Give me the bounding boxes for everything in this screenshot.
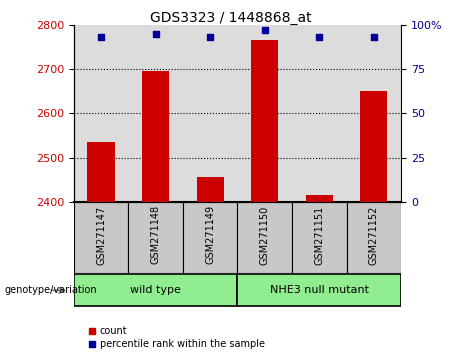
Bar <box>74 202 128 273</box>
Text: GSM271151: GSM271151 <box>314 205 324 264</box>
Point <box>315 34 323 40</box>
Point <box>207 34 214 40</box>
Text: genotype/variation: genotype/variation <box>5 285 97 295</box>
Text: GSM271148: GSM271148 <box>151 205 160 264</box>
Bar <box>88 142 115 202</box>
Bar <box>128 202 183 273</box>
Text: GSM271152: GSM271152 <box>369 205 379 265</box>
Bar <box>196 177 224 202</box>
Legend: count, percentile rank within the sample: count, percentile rank within the sample <box>88 326 265 349</box>
Bar <box>360 91 387 202</box>
Text: GSM271150: GSM271150 <box>260 205 270 264</box>
Bar <box>306 195 333 202</box>
Text: GSM271147: GSM271147 <box>96 205 106 264</box>
Bar <box>142 71 169 202</box>
Text: GSM271149: GSM271149 <box>205 205 215 264</box>
Point <box>370 34 378 40</box>
Bar <box>251 40 278 202</box>
Point <box>152 31 159 36</box>
Bar <box>74 274 237 306</box>
Point <box>261 27 268 33</box>
Bar <box>237 202 292 273</box>
Bar <box>292 202 347 273</box>
Text: NHE3 null mutant: NHE3 null mutant <box>270 285 369 295</box>
Point <box>97 34 105 40</box>
Bar <box>347 202 401 273</box>
Text: wild type: wild type <box>130 285 181 295</box>
Bar <box>237 274 401 306</box>
Bar <box>183 202 237 273</box>
Text: GDS3323 / 1448868_at: GDS3323 / 1448868_at <box>150 11 311 25</box>
